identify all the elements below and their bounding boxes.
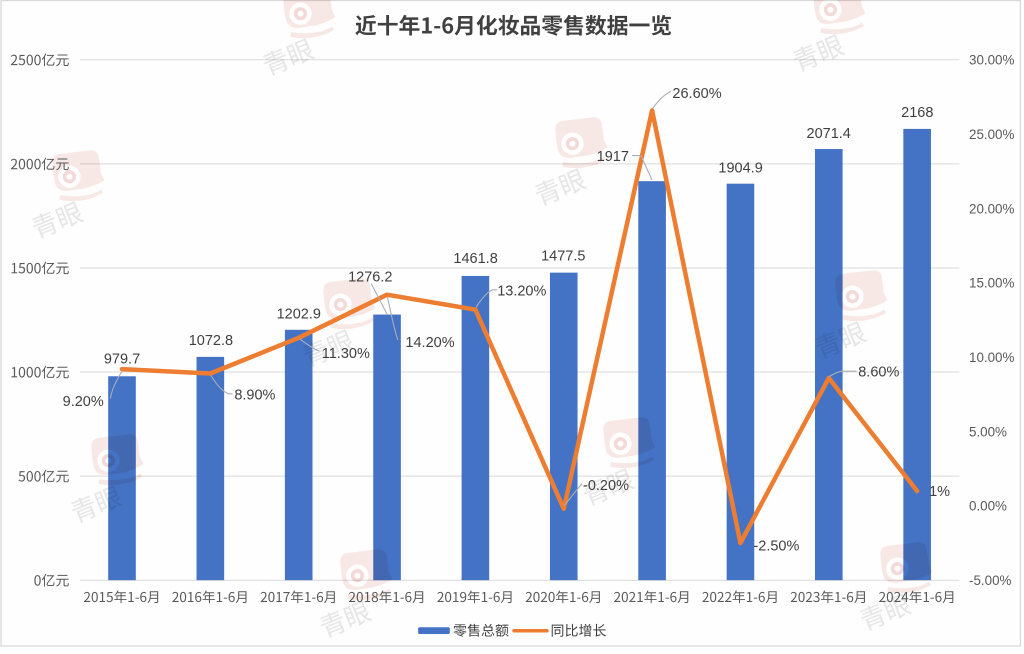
svg-text:1917: 1917: [597, 149, 629, 165]
svg-text:26.60%: 26.60%: [672, 86, 721, 102]
svg-text:15.00%: 15.00%: [969, 276, 1015, 291]
svg-text:-2.50%: -2.50%: [753, 539, 799, 555]
svg-text:11.30%: 11.30%: [322, 346, 370, 362]
svg-text:1276.2: 1276.2: [348, 270, 392, 286]
svg-text:14.20%: 14.20%: [405, 335, 454, 351]
svg-text:1904.9: 1904.9: [718, 160, 762, 176]
svg-text:1072.8: 1072.8: [189, 333, 233, 349]
svg-text:5.00%: 5.00%: [969, 424, 1007, 439]
svg-text:-0.20%: -0.20%: [583, 478, 629, 494]
svg-text:1202.9: 1202.9: [277, 306, 321, 322]
svg-text:-5.00%: -5.00%: [969, 573, 1012, 588]
svg-text:10.00%: 10.00%: [969, 350, 1015, 365]
svg-text:1%: 1%: [929, 484, 950, 500]
svg-text:8.60%: 8.60%: [858, 365, 899, 381]
svg-text:13.20%: 13.20%: [497, 284, 546, 300]
svg-text:20.00%: 20.00%: [969, 201, 1015, 216]
svg-text:2071.4: 2071.4: [807, 126, 851, 142]
svg-text:979.7: 979.7: [104, 352, 140, 368]
svg-text:1477.5: 1477.5: [541, 248, 585, 264]
svg-text:9.20%: 9.20%: [63, 394, 104, 410]
svg-text:25.00%: 25.00%: [969, 127, 1015, 142]
svg-text:0.00%: 0.00%: [969, 499, 1007, 514]
svg-text:2168: 2168: [901, 105, 933, 121]
svg-text:30.00%: 30.00%: [969, 53, 1015, 68]
svg-text:1461.8: 1461.8: [453, 251, 497, 267]
svg-text:8.90%: 8.90%: [234, 387, 275, 403]
